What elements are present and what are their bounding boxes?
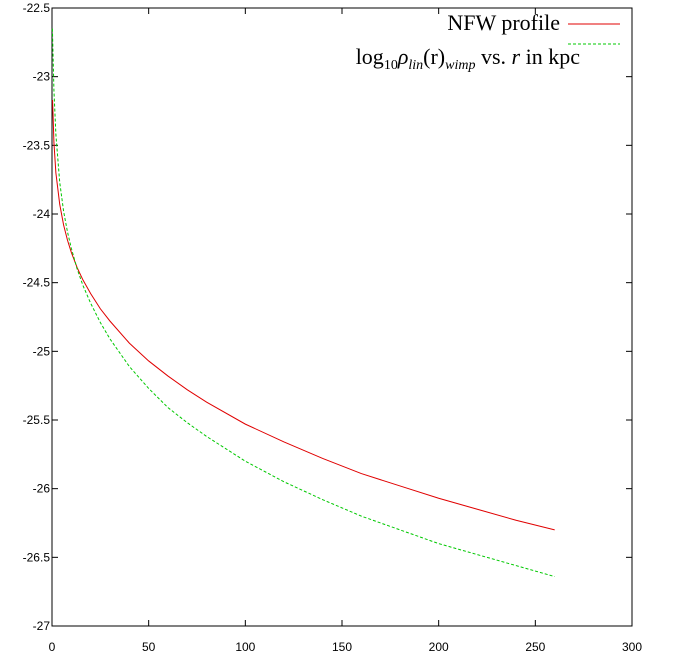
x-tick-labels: 0 50 100 150 200 250 300 [49, 640, 643, 654]
legend-label-wimp: log10ρlin(r)wimp vs. r in kpc [356, 44, 581, 73]
y-tick-label: -27 [33, 619, 51, 633]
y-tick-label: -23 [33, 70, 51, 84]
x-tick-label: 100 [235, 640, 255, 654]
y-tick-label: -26 [33, 482, 51, 496]
series-line-nfw [52, 99, 555, 531]
x-tick-label: 200 [429, 640, 449, 654]
y-tick-label: -22.5 [23, 1, 51, 15]
series-lines [51, 28, 555, 578]
y-tick-labels: -22.5 -23 -23.5 -24 -24.5 -25 -25.5 -26 -26.5 -27 [23, 1, 51, 633]
y-tick-label: -25 [33, 344, 51, 358]
x-tick-label: 300 [622, 640, 642, 654]
x-tick-label: 0 [49, 640, 56, 654]
x-tick-label: 250 [525, 640, 545, 654]
y-tick-label: -25.5 [23, 413, 51, 427]
y-tick-label: -23.5 [23, 138, 51, 152]
y-tick-label: -24.5 [23, 276, 51, 290]
legend: NFW profile log10ρlin(r)wimp vs. r in kp… [356, 10, 620, 73]
axis-ticks [51, 7, 633, 627]
legend-label-nfw: NFW profile [447, 10, 560, 35]
series-line-wimp [51, 28, 555, 578]
y-tick-label: -26.5 [23, 550, 51, 564]
x-tick-label: 50 [142, 640, 156, 654]
plot-frame [51, 7, 633, 627]
y-tick-label: -24 [33, 207, 51, 221]
x-tick-label: 150 [332, 640, 352, 654]
